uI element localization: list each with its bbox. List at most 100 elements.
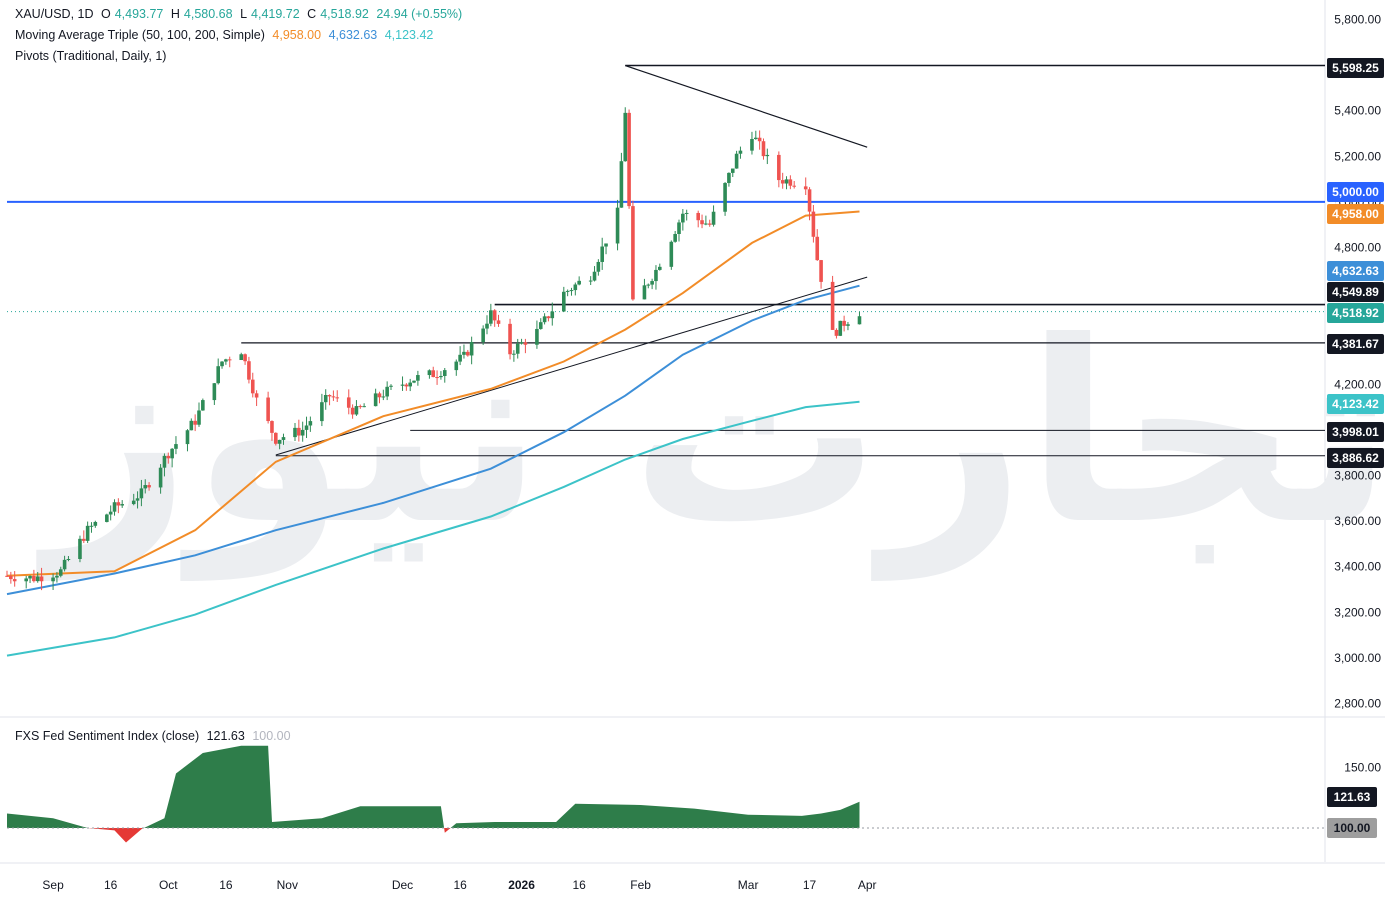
- time-tick-label-11: 17: [803, 878, 817, 892]
- candle-body-17: [93, 521, 98, 526]
- candle-body-80: [435, 377, 439, 379]
- candle-body-5: [32, 575, 36, 582]
- price-tag-label-3: 4,632.63: [1332, 264, 1379, 278]
- open-value: 4,493.77: [114, 7, 164, 21]
- candle-body-82: [442, 370, 447, 376]
- candle-body-73: [400, 384, 405, 386]
- candle-body-41: [224, 359, 228, 362]
- time-tick-label-3: 16: [219, 878, 233, 892]
- candle-body-157: [846, 324, 850, 326]
- candle-body-113: [615, 207, 620, 244]
- candle-body-83: [454, 361, 459, 371]
- candle-body-95: [515, 343, 520, 354]
- candle-body-148: [803, 186, 808, 190]
- descending-trendline: [625, 64, 868, 148]
- candle-body-154: [834, 329, 839, 336]
- candle-body-39: [216, 366, 220, 384]
- candle-body-122: [658, 266, 662, 270]
- candle-body-149: [807, 189, 812, 212]
- candle-body-19: [108, 511, 113, 515]
- candle-body-16: [89, 525, 94, 527]
- candle-body-94: [512, 353, 516, 355]
- candle-body-135: [730, 168, 735, 173]
- pivots-legend[interactable]: Pivots (Traditional, Daily, 1): [15, 48, 170, 64]
- price-tag-9: [1327, 448, 1384, 468]
- candle-body-104: [565, 290, 570, 292]
- candle-body-108: [588, 280, 593, 282]
- candle-body-7: [39, 576, 44, 582]
- candle-body-84: [458, 354, 462, 362]
- sentiment-legend[interactable]: FXS Fed Sentiment Index (close) 121.63 1…: [15, 728, 295, 744]
- candle-body-86: [466, 351, 470, 356]
- candle-body-29: [162, 455, 167, 468]
- candle-body-1: [9, 575, 13, 580]
- candle-body-15: [85, 525, 90, 541]
- candle-body-152: [819, 260, 823, 282]
- candle-body-9: [55, 575, 59, 578]
- candle-body-85: [462, 351, 466, 355]
- candle-body-76: [412, 380, 416, 383]
- candle-body-129: [700, 220, 704, 225]
- candle-body-156: [842, 320, 846, 326]
- candle-body-28: [158, 467, 163, 488]
- candle-body-65: [354, 406, 359, 415]
- candle-body-92: [496, 320, 501, 324]
- candle-body-59: [323, 395, 328, 403]
- sentiment-baseline-tag: [1327, 818, 1377, 838]
- candle-body-107: [577, 280, 581, 285]
- candle-body-105: [569, 290, 574, 292]
- ma-legend[interactable]: Moving Average Triple (50, 100, 200, Sim…: [15, 27, 437, 43]
- candle-body-44: [243, 354, 247, 362]
- time-tick-label-8: 16: [572, 878, 586, 892]
- candle-body-63: [346, 397, 351, 408]
- candle-body-146: [788, 179, 793, 186]
- candle-body-60: [327, 395, 332, 397]
- time-tick-label-0: Sep: [42, 878, 64, 892]
- watermark-logo: تجارت نیوز: [36, 288, 1385, 581]
- price-tick-label-5: 3,800.00: [1334, 469, 1381, 483]
- time-tick-label-12: Apr: [858, 878, 877, 892]
- price-tag-label-1: 5,000.00: [1332, 185, 1379, 199]
- candle-body-21: [116, 502, 121, 506]
- time-tick-label-5: Dec: [392, 878, 413, 892]
- high-value: 4,580.68: [183, 7, 233, 21]
- ma-line-50: [6, 210, 860, 577]
- candle-body-109: [592, 271, 597, 281]
- candle-body-50: [274, 432, 278, 444]
- price-tick-label-4: 3,600.00: [1334, 514, 1381, 528]
- time-tick-label-6: 16: [453, 878, 467, 892]
- candle-body-118: [642, 285, 647, 300]
- candle-body-93: [508, 323, 512, 355]
- candle-body-142: [765, 154, 770, 157]
- candle-body-106: [573, 284, 578, 291]
- candle-body-49: [270, 421, 274, 433]
- candle-body-12: [66, 558, 71, 560]
- price-tick-label-15: 5,800.00: [1334, 13, 1381, 27]
- candle-body-147: [792, 185, 796, 187]
- price-tag-label-4: 4,549.89: [1332, 285, 1379, 299]
- candle-body-75: [408, 382, 412, 387]
- candle-body-24: [135, 498, 140, 501]
- candle-body-125: [677, 222, 681, 235]
- candle-body-36: [197, 410, 201, 425]
- candle-body-33: [185, 430, 190, 445]
- price-tag-label-0: 5,598.25: [1332, 61, 1379, 75]
- price-tag-2: [1327, 204, 1384, 224]
- price-tag-label-5: 4,518.92: [1332, 306, 1379, 320]
- candle-body-130: [704, 223, 708, 225]
- candle-body-114: [619, 161, 624, 208]
- candle-body-101: [546, 316, 551, 319]
- candle-body-88: [481, 328, 485, 343]
- candle-body-97: [523, 342, 528, 345]
- candle-body-35: [193, 420, 197, 425]
- candle-body-119: [646, 284, 651, 286]
- candle-body-121: [654, 269, 658, 282]
- candle-body-43: [239, 354, 244, 361]
- candle-body-126: [681, 213, 685, 223]
- candle-body-55: [300, 429, 305, 436]
- candle-body-32: [174, 444, 178, 449]
- price-tick-label-0: 2,800.00: [1334, 697, 1381, 711]
- candle-body-56: [304, 425, 309, 430]
- candle-body-2: [12, 579, 17, 582]
